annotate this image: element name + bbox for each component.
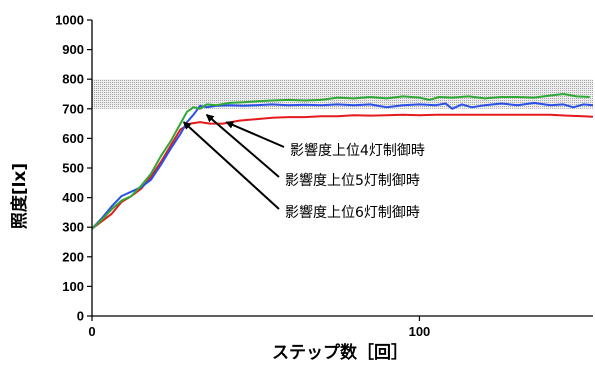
annotation-arrow-2 [205,113,280,178]
y-tick-label: 1000 [55,13,84,28]
x-tick-label: 100 [409,324,431,339]
y-tick-label: 0 [77,309,84,324]
y-tick-label: 900 [62,42,84,57]
series-line-3 [91,93,590,230]
series-line-1 [91,113,594,230]
y-tick-label: 100 [62,279,84,294]
annotation-label-2: 影響度上位5灯制御時 [285,172,420,189]
series-line-2 [91,101,594,230]
y-tick-label: 400 [62,190,84,205]
y-axis-title: 照度[lx] [9,163,30,229]
x-axis-title: ステップ数［回］ [272,342,408,363]
x-tick-label: 0 [88,324,95,339]
y-tick-label: 800 [62,72,84,87]
annotation-label-1: 影響度上位4灯制御時 [290,142,425,159]
y-tick-label: 500 [62,161,84,176]
y-tick-label: 300 [62,220,84,235]
annotation-arrow-1 [225,121,285,148]
y-tick-label: 600 [62,131,84,146]
annotation-arrow-3 [182,121,280,210]
y-tick-label: 700 [62,101,84,116]
y-tick-label: 200 [62,249,84,264]
annotation-label-3: 影響度上位6灯制御時 [285,204,420,221]
